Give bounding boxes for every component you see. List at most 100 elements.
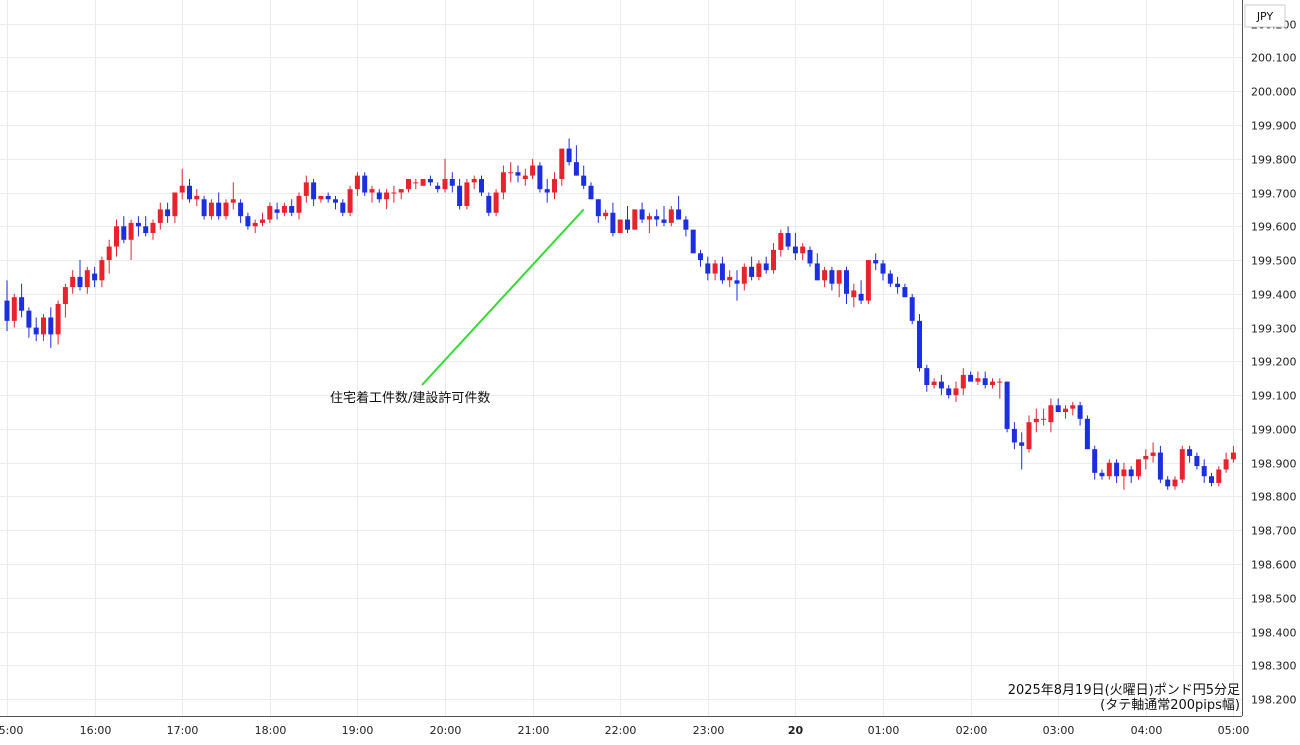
candle-body-down	[581, 175, 587, 186]
candle-body-up	[1026, 422, 1032, 450]
candle-body-up	[668, 209, 674, 223]
candle-body-up	[822, 270, 828, 281]
candle-body-up	[406, 179, 411, 190]
candle-body-down	[625, 219, 630, 230]
candle-body-up	[413, 182, 419, 184]
candle-body-up	[303, 182, 309, 196]
candle-body-up	[369, 189, 375, 193]
candle-body-down	[595, 199, 601, 217]
time-tick-label: 04:00	[1131, 724, 1163, 737]
candle-body-down	[1157, 452, 1163, 480]
candle-body-up	[646, 216, 652, 220]
candle-body-up	[267, 206, 273, 220]
candle-body-up	[1121, 469, 1127, 477]
candle-body-down	[33, 327, 39, 335]
candle-body-down	[135, 222, 141, 227]
price-tick-label: 200.100	[1251, 52, 1297, 65]
time-tick-label: 18:00	[255, 724, 287, 737]
candle-body-down	[566, 148, 572, 163]
candle-body-down	[946, 388, 952, 396]
candle-body-down	[982, 378, 988, 386]
candle-body-up	[150, 222, 156, 234]
candle-body-down	[1055, 405, 1061, 413]
candle-body-down	[245, 216, 251, 227]
candle-body-up	[84, 270, 90, 288]
candle-body-down	[333, 199, 338, 203]
time-tick-label: 15:00	[0, 724, 23, 737]
candle-body-down	[873, 260, 879, 264]
candle-body-up	[70, 276, 76, 288]
candle-body-up	[55, 303, 61, 335]
price-tick-label: 198.700	[1251, 525, 1297, 538]
candle-body-up	[741, 266, 747, 284]
candle-body-down	[917, 320, 922, 369]
candle-body-up	[1216, 469, 1222, 483]
candle-body-up	[464, 182, 470, 207]
candle-body-down	[143, 226, 149, 234]
candle-body-down	[924, 368, 930, 386]
candle-body-up	[500, 172, 506, 193]
candle-body-down	[610, 212, 616, 234]
candle-body-down	[274, 209, 280, 213]
candle-body-down	[26, 310, 32, 328]
candle-body-up	[62, 287, 68, 304]
candle-body-down	[938, 381, 944, 389]
time-tick-label: 23:00	[693, 724, 725, 737]
price-tick-label: 199.400	[1251, 289, 1297, 302]
candle-body-up	[997, 381, 1003, 383]
candle-body-down	[1209, 476, 1214, 483]
currency-label: JPY	[1256, 10, 1274, 23]
candle-body-down	[121, 226, 127, 240]
candle-body-down	[654, 216, 660, 220]
time-tick-label: 17:00	[167, 724, 199, 737]
candle-body-up	[1048, 405, 1054, 423]
candle-body-down	[238, 202, 244, 217]
candle-body-up	[559, 148, 565, 179]
grid	[0, 0, 1242, 716]
candle-body-down	[1128, 469, 1134, 477]
chart-caption-note: (タテ軸通常200pips幅)	[1100, 698, 1240, 713]
price-tick-label: 199.900	[1251, 120, 1297, 133]
candle-body-down	[165, 209, 171, 217]
candle-body-down	[515, 172, 521, 176]
candle-body-up	[281, 206, 287, 213]
candle-body-up	[354, 175, 360, 190]
candle-body-down	[683, 219, 689, 230]
candle-body-down	[77, 276, 83, 288]
candle-body-up	[1041, 418, 1047, 420]
candle-body-up	[179, 185, 185, 193]
candle-body-down	[216, 202, 222, 217]
time-tick-label: 21:00	[518, 724, 550, 737]
candle-body-down	[427, 179, 433, 183]
time-tick-label: 03:00	[1043, 724, 1075, 737]
time-tick-label: 01:00	[868, 724, 900, 737]
candle-body-down	[639, 209, 645, 220]
time-tick-label: 20:00	[430, 724, 462, 737]
candle-body-up	[508, 172, 514, 174]
candle-body-up	[11, 297, 17, 321]
candle-body-down	[1201, 466, 1207, 477]
annotation-group: 住宅着工件数/建設許可件数	[330, 208, 585, 406]
candle-body-up	[318, 195, 324, 200]
time-tick-label: 02:00	[956, 724, 988, 737]
candle-body-up	[530, 165, 536, 176]
candle-body-up	[1230, 452, 1236, 460]
candle-body-up	[603, 212, 609, 217]
candle-body-down	[340, 202, 346, 213]
price-tick-label: 198.800	[1251, 491, 1297, 504]
candle-body-down	[698, 253, 703, 261]
candle-body-down	[763, 263, 769, 271]
candle-body-up	[990, 381, 995, 386]
candle-body-down	[676, 209, 682, 220]
candle-body-down	[690, 229, 696, 254]
candle-body-down	[895, 283, 901, 288]
candle-body-up	[157, 209, 163, 223]
candle-body-down	[968, 374, 974, 382]
candle-body-down	[48, 317, 54, 335]
candle-body-down	[573, 162, 579, 176]
candle-body-up	[552, 179, 557, 193]
candle-body-up	[1223, 459, 1229, 470]
candle-body-down	[1099, 472, 1105, 477]
candle-body-up	[975, 378, 981, 382]
candle-body-down	[792, 246, 798, 254]
